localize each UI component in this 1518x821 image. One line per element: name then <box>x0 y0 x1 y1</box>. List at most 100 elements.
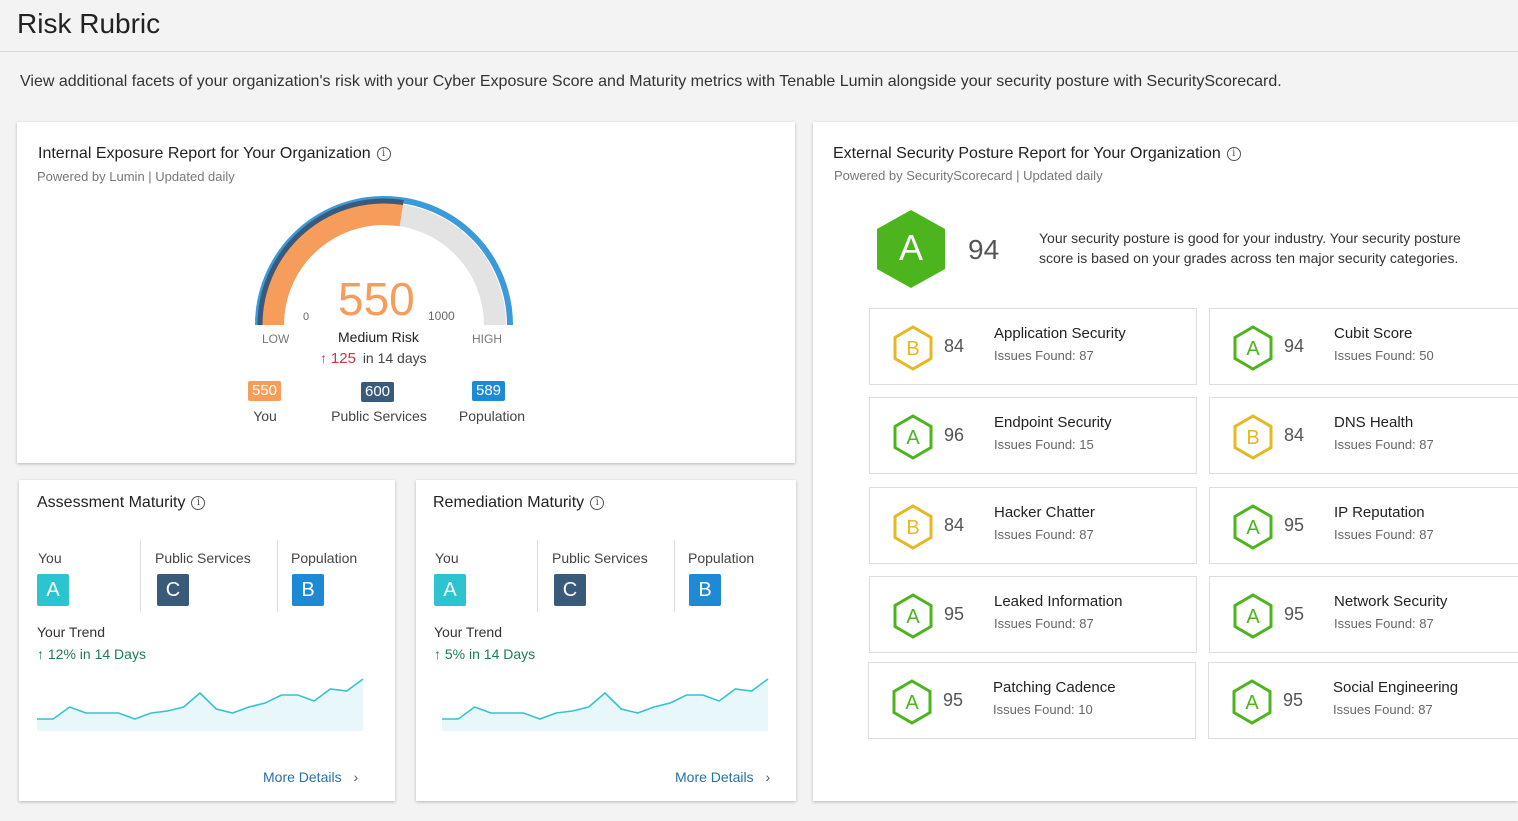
public-services-grade: C <box>157 574 189 606</box>
you-grade: A <box>37 574 69 606</box>
trend-sparkline <box>37 678 364 731</box>
risk-change-value: 125 <box>330 350 356 367</box>
more-details-link[interactable]: More Details › <box>263 769 358 785</box>
category-score: 84 <box>944 515 965 535</box>
remediation-title-text: Remediation Maturity <box>433 494 585 511</box>
separator <box>537 540 538 612</box>
exposure-gauge <box>255 196 513 326</box>
category-score: 95 <box>1283 690 1304 710</box>
grade-hexagon-icon: A <box>1233 325 1273 371</box>
category-name: DNS Health <box>1334 414 1414 431</box>
gauge-score: 550 <box>338 273 415 325</box>
sparkline-area <box>442 679 768 731</box>
assessment-maturity-card: Assessment Maturity i You A Public Servic… <box>19 480 395 801</box>
category-name: Network Security <box>1334 593 1448 610</box>
population-label: Population <box>291 550 358 566</box>
public-services-grade: C <box>554 574 586 606</box>
assessment-title: Assessment Maturity i <box>37 494 206 512</box>
category-tile[interactable]: A 94 Cubit Score Issues Found: 50 <box>1209 308 1518 385</box>
category-tile[interactable]: A 95 Leaked Information Issues Found: 87 <box>869 576 1197 653</box>
top-bar: Risk Rubric <box>0 0 1518 52</box>
category-score: 84 <box>944 336 965 356</box>
info-icon[interactable]: i <box>376 146 391 161</box>
category-grade: A <box>1245 692 1259 714</box>
chevron-right-icon: › <box>353 769 359 785</box>
chip-you-label: You <box>253 408 277 424</box>
info-icon[interactable]: i <box>191 495 206 510</box>
internal-card-title: Internal Exposure Report for Your Organi… <box>38 145 391 163</box>
info-icon[interactable]: i <box>1226 146 1241 161</box>
grade-hexagon-icon: A <box>893 593 933 639</box>
external-posture-card: External Security Posture Report for You… <box>813 122 1518 801</box>
category-tile[interactable]: B 84 Application Security Issues Found: 87 <box>869 308 1197 385</box>
chip-population: 589 <box>472 381 506 401</box>
gauge-inner-arc <box>257 198 404 326</box>
separator <box>140 540 141 612</box>
category-grade: A <box>1246 517 1260 539</box>
population-grade: B <box>689 574 721 606</box>
category-grade: A <box>906 427 920 449</box>
category-tile[interactable]: A 95 Network Security Issues Found: 87 <box>1209 576 1518 653</box>
posture-summary-line-1: Your security posture is good for your i… <box>1039 230 1461 246</box>
category-issues: Issues Found: 87 <box>1334 527 1434 542</box>
risk-change: ↑ 125 in 14 days <box>320 350 427 367</box>
category-name: Hacker Chatter <box>994 504 1095 521</box>
remediation-title: Remediation Maturity i <box>433 494 605 512</box>
gauge-fill <box>262 203 404 326</box>
posture-summary-line-2: score is based on your grades across ten… <box>1039 250 1459 266</box>
assessment-title-text: Assessment Maturity <box>37 494 186 511</box>
category-name: Endpoint Security <box>994 414 1112 431</box>
overall-score: 94 <box>968 234 1000 265</box>
category-score: 95 <box>944 604 965 624</box>
page-title: Risk Rubric <box>17 8 161 39</box>
external-card-title: External Security Posture Report for You… <box>833 145 1241 163</box>
category-name: Social Engineering <box>1333 679 1459 696</box>
category-issues: Issues Found: 87 <box>994 527 1094 542</box>
category-tile[interactable]: A 96 Endpoint Security Issues Found: 15 <box>869 397 1197 474</box>
category-name: Leaked Information <box>994 593 1123 610</box>
info-icon[interactable]: i <box>590 495 605 510</box>
category-name: Patching Cadence <box>993 679 1116 696</box>
internal-exposure-card: Internal Exposure Report for Your Organi… <box>17 122 795 463</box>
category-issues: Issues Found: 87 <box>1333 702 1433 717</box>
category-grade: A <box>905 692 919 714</box>
category-tile[interactable]: A 95 IP Reputation Issues Found: 87 <box>1209 487 1518 564</box>
grade-hexagon-icon: A <box>892 679 932 725</box>
population-grade: B <box>292 574 324 606</box>
category-grade: A <box>1246 338 1260 360</box>
grade-hexagon-icon: B <box>893 504 933 550</box>
category-score: 94 <box>1284 336 1305 356</box>
category-score: 95 <box>1284 515 1305 535</box>
category-tile[interactable]: B 84 DNS Health Issues Found: 87 <box>1209 397 1518 474</box>
internal-title-text: Internal Exposure Report for Your Organi… <box>38 145 371 162</box>
chip-public-services: 600 <box>361 382 395 402</box>
category-score: 96 <box>944 425 965 445</box>
you-label: You <box>38 550 62 566</box>
trend-sparkline <box>442 678 769 731</box>
category-tile[interactable]: A 95 Social Engineering Issues Found: 87 <box>1208 662 1518 739</box>
more-details-link[interactable]: More Details › <box>675 769 770 785</box>
risk-change-period: in 14 days <box>362 350 427 366</box>
sparkline-line <box>37 678 364 720</box>
category-grade: B <box>906 338 919 360</box>
separator <box>674 540 675 612</box>
category-issues: Issues Found: 50 <box>1334 348 1434 363</box>
internal-subtitle: Powered by Lumin | Updated daily <box>37 169 235 184</box>
grade-hexagon-icon: A <box>1232 679 1272 725</box>
remediation-maturity-card: Remediation Maturity i You A Public Servi… <box>416 480 796 801</box>
category-grade: B <box>1246 427 1259 449</box>
trend-title: Your Trend <box>434 624 502 640</box>
category-issues: Issues Found: 87 <box>1334 437 1434 452</box>
category-tile[interactable]: B 84 Hacker Chatter Issues Found: 87 <box>869 487 1197 564</box>
category-tile[interactable]: A 95 Patching Cadence Issues Found: 10 <box>868 662 1196 739</box>
population-label: Population <box>688 550 755 566</box>
category-issues: Issues Found: 87 <box>1334 616 1434 631</box>
more-details-label: More Details <box>263 769 342 785</box>
intro-text: View additional facets of your organizat… <box>20 73 1282 90</box>
public-services-label: Public Services <box>155 550 251 566</box>
category-grade: B <box>906 517 919 539</box>
chip-population-label: Population <box>458 408 526 424</box>
separator <box>277 540 278 612</box>
grade-hexagon-icon: B <box>893 325 933 371</box>
trend-value: ↑ 12% in 14 Days <box>37 646 146 662</box>
